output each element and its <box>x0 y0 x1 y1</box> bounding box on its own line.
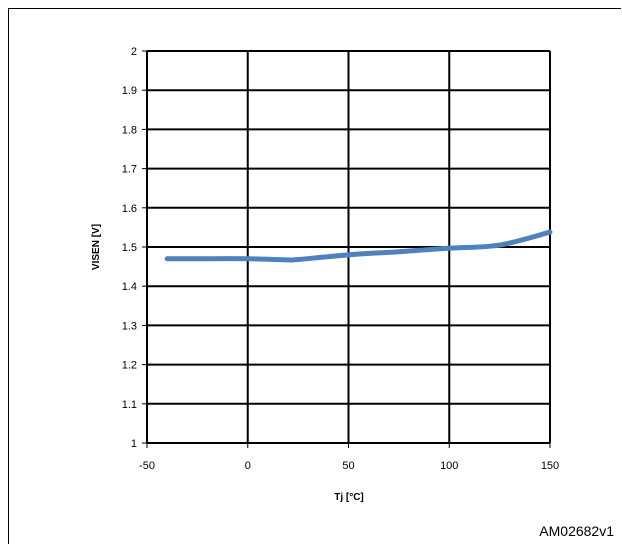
y-tick-label: 1.3 <box>122 320 137 332</box>
y-tick-label: 1.1 <box>122 399 137 411</box>
series-layer <box>164 229 553 263</box>
y-tick-label: 1.9 <box>122 85 137 97</box>
figure-frame <box>8 8 621 544</box>
x-tick-label: 0 <box>245 460 251 472</box>
y-tick-label: 1.5 <box>122 242 137 254</box>
x-tick-label: 50 <box>342 460 354 472</box>
x-axis-title: Tj [°C] <box>334 492 364 503</box>
x-tick-label: 100 <box>440 460 458 472</box>
y-tick-label: 1.4 <box>122 281 137 293</box>
y-tick-label: 1.7 <box>122 164 137 176</box>
series-line <box>164 229 553 263</box>
figure-code: AM02682v1 <box>539 523 614 539</box>
y-tick-label: 1.6 <box>122 203 137 215</box>
y-tick-label: 2 <box>131 46 137 58</box>
y-tick-label: 1.8 <box>122 124 137 136</box>
y-tick-label: 1.2 <box>122 360 137 372</box>
y-tick-labels: 1 1.1 1.2 1.3 1.4 1.5 1.6 1.7 1.8 1.9 2 <box>122 46 137 450</box>
x-tick-label: 150 <box>541 460 559 472</box>
x-tick-label: -50 <box>139 460 155 472</box>
y-tick-label: 1 <box>131 438 137 450</box>
y-axis-title: VISEN [V] <box>91 224 102 270</box>
x-tick-labels: -50 0 50 100 150 <box>139 460 559 472</box>
grid <box>142 50 551 448</box>
